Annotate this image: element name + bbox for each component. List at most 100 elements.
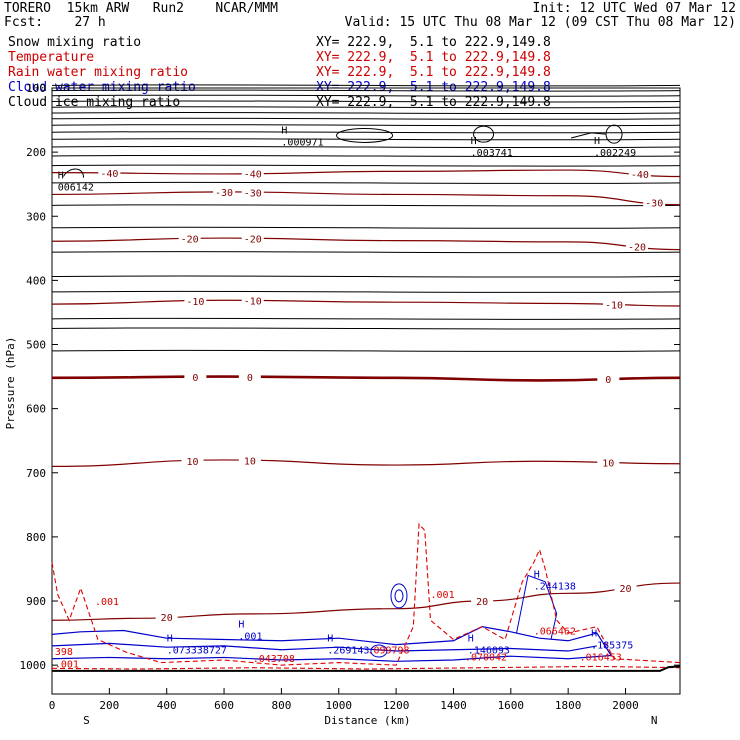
isotherm-label: -10 (186, 297, 204, 308)
cloud-ice-max-h: H (281, 126, 287, 137)
snow-contour-line (51, 138, 681, 141)
isotherm-label-bg (98, 167, 121, 179)
rain-max-label: .001 (55, 660, 79, 671)
isotherm-label: 0 (192, 373, 198, 384)
cloud-ice-line (63, 168, 85, 178)
isotherm-label: 20 (476, 597, 488, 608)
cloud-water-max-h: H (238, 619, 244, 630)
isotherm-label: 10 (602, 458, 614, 469)
isotherm-label: 0 (605, 375, 611, 386)
rain-max-label: .066462 (534, 626, 576, 637)
cloud-water-max-h: H (534, 569, 540, 580)
isotherm-label-bg (178, 232, 201, 244)
cloud-ice-max-label: .003741 (471, 148, 513, 159)
cloud-water-cell (394, 589, 404, 603)
isotherm-label-bg (614, 582, 637, 594)
legend-cloudice-value: XY= 222.9, 5.1 to 222.9,149.8 (316, 95, 551, 110)
snow-contour-line (51, 181, 681, 184)
cloud-water-max-label: .269143 (327, 646, 369, 657)
isotherm--10 (51, 299, 681, 307)
cloud-ice-max-label: 006142 (58, 183, 94, 194)
terrain-line (52, 665, 681, 672)
cloud-water-contours (51, 626, 613, 662)
cloud-water-max-h: H (468, 634, 474, 645)
isotherm-label-bg (603, 298, 626, 310)
x-tick-label: 2000 (612, 699, 639, 712)
isotherm-label: 20 (619, 584, 631, 595)
isotherm-label-bg (241, 294, 264, 306)
isotherm-label-bg (625, 240, 648, 252)
x-tick-label: 800 (271, 699, 291, 712)
legend-temperature-value: XY= 222.9, 5.1 to 222.9,149.8 (316, 50, 551, 65)
x-tick-label: 1400 (440, 699, 467, 712)
snow-contour-line (51, 164, 681, 167)
snow-contour-line (51, 124, 681, 127)
snow-contour-line (51, 111, 681, 115)
snow-contour-line (51, 100, 681, 103)
cloud-water-max-h: H (591, 628, 597, 639)
isotherm-label: 20 (161, 613, 173, 624)
snow-contour-line (51, 94, 681, 97)
cloud-ice-max-h: H (58, 171, 64, 182)
isotherm--20 (51, 237, 681, 251)
x-tick-label: 200 (99, 699, 119, 712)
cloud-ice-line (570, 132, 606, 139)
isotherm-10 (51, 459, 681, 467)
isotherm-label: -20 (181, 235, 199, 246)
isotherm-label: 10 (186, 457, 198, 468)
x-end-label-right: N (651, 714, 658, 727)
isotherm-label: -40 (244, 170, 262, 181)
cloud-water-cell (516, 574, 558, 640)
legend-rain-value: XY= 222.9, 5.1 to 222.9,149.8 (316, 65, 551, 80)
header-left: TORERO 15km ARW Run2 NCAR/MMM Fcst: 27 h (4, 2, 278, 30)
header-forecast: Fcst: 27 h (4, 15, 106, 30)
y-tick-label: 200 (26, 146, 46, 159)
isotherm-label: -20 (244, 234, 262, 245)
snow-contour-line (51, 89, 681, 92)
y-tick-label: 600 (26, 403, 46, 416)
snow-contour-line (51, 204, 681, 207)
y-tick-label: 800 (26, 531, 46, 544)
snow-contour-line (51, 106, 681, 109)
snow-contour-line (51, 226, 681, 229)
isotherm-label: -30 (244, 188, 262, 199)
snow-contour-line (51, 251, 681, 254)
isotherm-label: -30 (645, 199, 663, 210)
snow-contour-line (51, 349, 681, 352)
isotherm--30 (51, 191, 681, 206)
snow-contour-line (51, 317, 681, 320)
cloud-ice-cell (336, 127, 394, 143)
cloud-ice-contours (63, 124, 623, 178)
cloud-water-max-label: .185375 (591, 640, 633, 651)
x-tick-label: 600 (214, 699, 234, 712)
y-tick-label: 500 (26, 339, 46, 352)
isotherm-label-bg (241, 232, 264, 244)
isotherm-20 (51, 582, 681, 621)
isotherm-label: -40 (631, 170, 649, 181)
isotherm-label-bg (597, 373, 620, 385)
cloud-ice-max-h: H (594, 136, 600, 147)
rain-contours (51, 522, 681, 670)
rain-line (51, 665, 681, 670)
cloud-water-cell (390, 583, 408, 609)
snow-contour-line (51, 84, 681, 87)
snow-contour-line (51, 327, 681, 330)
isotherm-label-bg (241, 186, 264, 198)
isotherm-label-bg (181, 455, 204, 467)
cloud-ice-max-label: .000971 (281, 138, 323, 149)
snow-contour-line (51, 154, 681, 158)
y-tick-label: 100 (26, 82, 46, 95)
cloud-water-line (51, 626, 613, 662)
snow-contour-line (51, 131, 681, 134)
y-tick-label: 400 (26, 274, 46, 287)
snow-contour-line (51, 290, 681, 293)
snow-contours (51, 84, 681, 352)
isotherm-label-bg (213, 185, 236, 197)
isotherm-label-bg (597, 456, 620, 468)
cloud-water-max-label: .073338727 (167, 646, 227, 657)
x-end-label-left: S (83, 714, 90, 727)
x-tick-label: 400 (157, 699, 177, 712)
x-axis-label: Distance (km) (324, 714, 410, 727)
isotherm-label: -10 (605, 301, 623, 312)
isotherm-label-bg (471, 595, 494, 607)
